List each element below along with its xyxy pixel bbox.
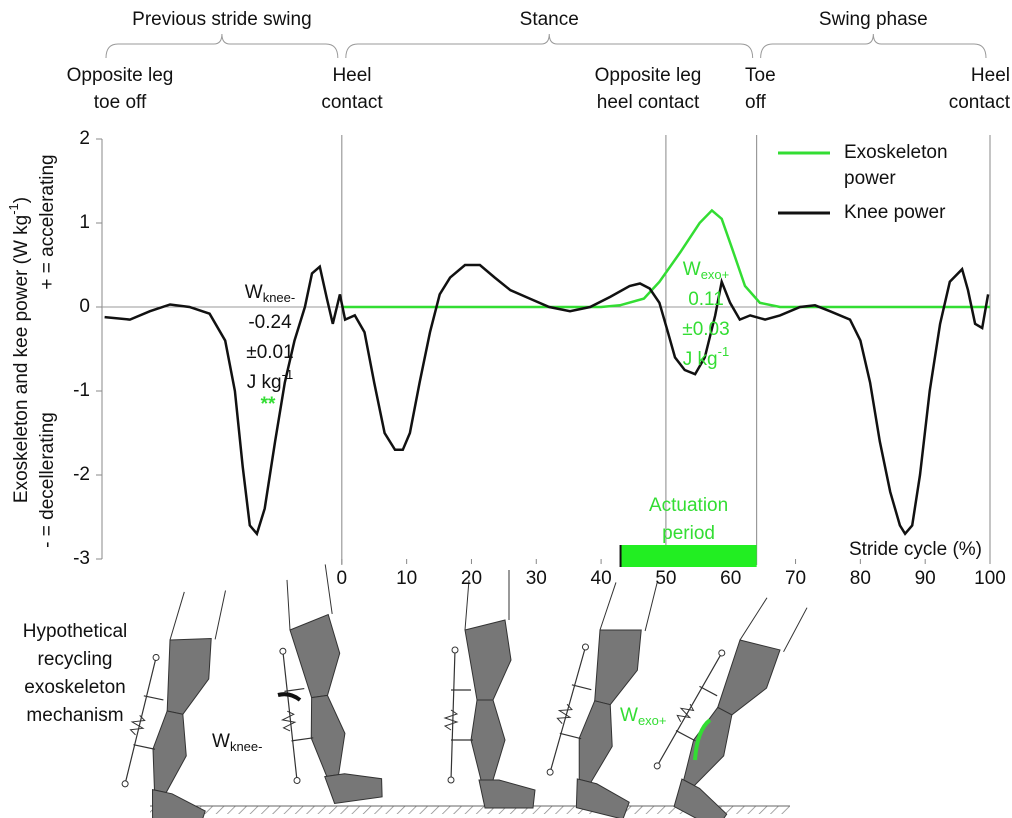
leg-figure	[444, 569, 536, 809]
x-tick-label: 90	[915, 568, 936, 589]
w-knee-value: -0.24	[248, 312, 292, 333]
w-exo-w: W	[683, 259, 701, 280]
phase-label: Swing phase	[819, 9, 928, 30]
series-line	[341, 208, 990, 309]
w-knee-symbol: Wknee-	[245, 282, 295, 305]
illustration-caption: recycling	[38, 649, 113, 670]
phase-bracket	[345, 33, 754, 59]
x-tick-label: 30	[526, 568, 547, 589]
x-tick-label: 10	[396, 568, 417, 589]
illustration-w: W	[212, 731, 230, 752]
w-exo-unit-main: J kg	[683, 349, 718, 370]
event-label: contact	[321, 92, 383, 113]
ground	[150, 806, 790, 814]
x-tick-label: 60	[720, 568, 741, 589]
illustration	[112, 560, 831, 818]
phase-bracket	[105, 33, 339, 59]
event-label: Heel	[971, 65, 1010, 86]
y-label-close: )	[11, 197, 32, 203]
illustration-label: Wknee-	[212, 731, 262, 754]
event-label: toe off	[94, 92, 147, 113]
w-exo-value: 0.11	[688, 289, 724, 310]
exo-arrow	[693, 718, 712, 761]
leg-figure	[112, 576, 252, 818]
actuation-label: period	[662, 523, 715, 544]
y-tick-label: -2	[73, 464, 90, 485]
y-tick-label: 1	[79, 212, 90, 233]
y-label-main: Exoskeleton and kee power (W kg	[11, 215, 32, 503]
illustration-sub: knee-	[230, 739, 263, 754]
x-tick-label: 40	[591, 568, 612, 589]
illustration-caption: mechanism	[26, 705, 123, 726]
w-knee-unit-sup: -1	[282, 367, 294, 382]
phase-label: Previous stride swing	[132, 9, 312, 30]
actuation-bar	[620, 545, 757, 567]
illustration-caption: exoskeleton	[24, 677, 125, 698]
w-exo-symbol: Wexo+	[683, 259, 730, 282]
leg-figure	[261, 560, 385, 810]
event-label: contact	[949, 92, 1011, 113]
illustration-w: W	[620, 705, 638, 726]
illustration-caption: Hypothetical	[23, 621, 128, 642]
y-tick-label: -1	[73, 380, 90, 401]
x-tick-label: 100	[974, 568, 1006, 589]
actuation-label: Actuation	[649, 495, 728, 516]
w-knee-unit-main: J kg	[247, 372, 282, 393]
w-knee-significance: **	[261, 394, 276, 415]
x-tick-label: 0	[337, 568, 348, 589]
w-knee-value: ±0.01	[246, 342, 293, 363]
phase-label: Stance	[520, 9, 579, 30]
w-knee-sub: knee-	[263, 290, 296, 305]
y-axis-label: Exoskeleton and kee power (W kg-1)	[6, 197, 32, 503]
event-label: Opposite leg	[595, 65, 702, 86]
x-tick-label: 20	[461, 568, 482, 589]
event-label: Opposite leg	[67, 65, 174, 86]
x-tick-label: 80	[850, 568, 871, 589]
w-exo-unit: J kg-1	[683, 344, 729, 370]
y-tick-label: 0	[79, 296, 90, 317]
y-label-sup: -1	[6, 203, 21, 215]
event-label: off	[745, 92, 767, 113]
x-tick-label: 50	[655, 568, 676, 589]
y-tick-label: -3	[73, 548, 90, 569]
y-tick-label: 2	[79, 128, 90, 149]
y-label-negative: - = decellerating	[37, 412, 58, 548]
legend-label: Knee power	[844, 202, 946, 223]
y-label-positive: + = accelerating	[37, 154, 58, 289]
leg-figure	[638, 577, 831, 818]
event-label: Toe	[745, 65, 776, 86]
illustration-label: Wexo+	[620, 705, 667, 728]
x-axis-label: Stride cycle (%)	[849, 539, 982, 560]
event-label: Heel	[332, 65, 371, 86]
illustration-sub: exo+	[638, 713, 667, 728]
event-label: heel contact	[597, 92, 700, 113]
legend-label: Exoskeleton power	[844, 142, 948, 189]
phase-bracket	[760, 33, 987, 59]
leg-figure	[536, 566, 684, 818]
w-exo-sub: exo+	[701, 267, 730, 282]
w-exo-unit-sup: -1	[718, 344, 730, 359]
series-line	[104, 263, 990, 537]
w-exo-value: ±0.03	[682, 319, 729, 340]
w-knee-w: W	[245, 282, 263, 303]
x-tick-label: 70	[785, 568, 806, 589]
w-knee-unit: J kg-1	[247, 367, 293, 393]
knee-arrow	[277, 692, 302, 702]
